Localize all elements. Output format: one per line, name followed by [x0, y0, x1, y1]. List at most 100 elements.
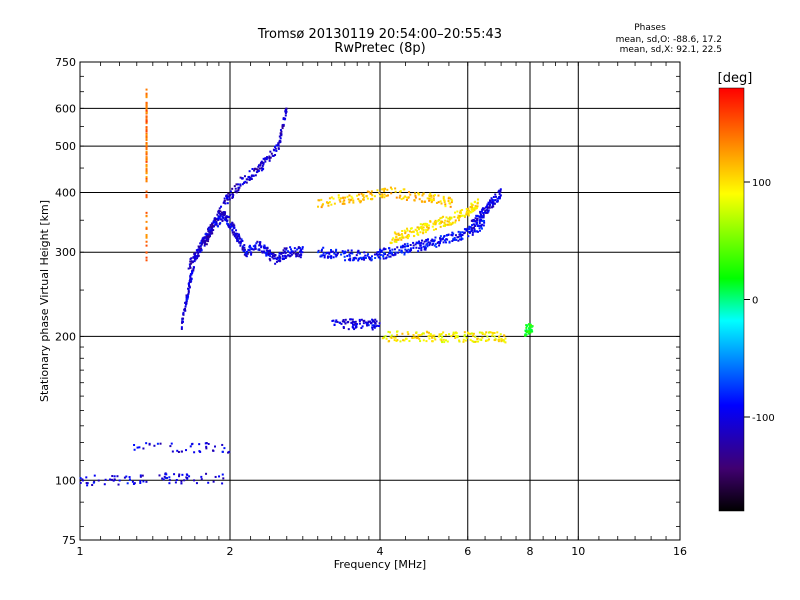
data-point	[213, 225, 216, 228]
data-point	[183, 479, 186, 482]
data-point	[341, 320, 344, 323]
data-point	[227, 225, 230, 228]
data-point	[434, 338, 437, 341]
data-point	[286, 250, 289, 253]
data-point	[234, 234, 237, 237]
data-point	[272, 154, 275, 157]
data-point	[373, 320, 376, 323]
data-point	[240, 240, 243, 243]
data-point	[348, 253, 351, 256]
data-point	[399, 194, 402, 197]
data-point	[433, 337, 436, 340]
data-point	[370, 258, 373, 261]
data-point	[455, 335, 458, 338]
data-point	[503, 334, 506, 337]
data-point	[235, 190, 238, 193]
data-point	[145, 143, 148, 146]
data-point	[409, 227, 412, 230]
data-point	[320, 248, 323, 251]
data-point	[250, 175, 253, 178]
data-point	[228, 450, 231, 453]
data-point	[284, 108, 287, 111]
data-point	[419, 334, 422, 337]
data-point	[438, 222, 441, 225]
data-point	[428, 197, 431, 200]
colorbar-ticks: 100 0 -100	[744, 178, 775, 424]
data-point	[259, 243, 262, 246]
data-point	[267, 254, 270, 257]
data-point	[477, 340, 480, 343]
data-point	[494, 199, 497, 202]
data-point	[153, 444, 156, 447]
data-point	[263, 158, 266, 161]
data-point	[192, 266, 195, 269]
data-point	[437, 194, 440, 197]
data-point	[528, 328, 531, 331]
data-point	[477, 198, 480, 201]
data-point	[215, 222, 218, 225]
data-point	[450, 335, 453, 338]
data-point	[370, 255, 373, 258]
data-point	[448, 333, 451, 336]
data-point	[342, 252, 345, 255]
data-point	[163, 475, 166, 478]
data-point	[145, 240, 148, 243]
data-point	[211, 225, 214, 228]
stats-heading: Phases	[634, 23, 666, 33]
data-point	[440, 202, 443, 205]
data-point	[369, 320, 372, 323]
data-point	[383, 247, 386, 250]
data-point	[375, 253, 378, 256]
data-point	[400, 198, 403, 201]
data-point	[423, 223, 426, 226]
data-point	[473, 228, 476, 231]
data-point	[356, 194, 359, 197]
data-point	[434, 222, 437, 225]
data-point	[278, 257, 281, 260]
data-point	[479, 338, 482, 341]
data-point	[118, 479, 121, 482]
data-point	[205, 243, 208, 246]
data-point	[368, 258, 371, 261]
data-point	[332, 256, 335, 259]
data-point	[450, 233, 453, 236]
y-axis-label: Stationary phase Virtual Height [km]	[38, 200, 51, 402]
data-point	[394, 190, 397, 193]
data-point	[145, 96, 148, 99]
data-point	[207, 226, 210, 229]
data-point	[433, 221, 436, 224]
data-point	[526, 324, 529, 327]
data-point	[189, 445, 192, 448]
data-point	[478, 215, 481, 218]
data-point	[252, 174, 255, 177]
data-point	[170, 442, 173, 445]
data-point	[418, 228, 421, 231]
data-point	[493, 335, 496, 338]
data-point	[384, 253, 387, 256]
data-point	[383, 189, 386, 192]
data-point	[223, 213, 226, 216]
data-point	[483, 211, 486, 214]
data-point	[274, 262, 277, 265]
data-point	[418, 337, 421, 340]
data-point	[288, 251, 291, 254]
data-point	[275, 149, 278, 152]
data-point	[193, 252, 196, 255]
data-point	[164, 476, 167, 479]
data-point	[433, 193, 436, 196]
data-point	[447, 223, 450, 226]
data-point	[381, 194, 384, 197]
data-point	[401, 229, 404, 232]
data-point	[438, 242, 441, 245]
data-point	[322, 254, 325, 257]
data-point	[268, 155, 271, 158]
data-point	[244, 180, 247, 183]
data-point	[180, 482, 183, 485]
data-point	[217, 211, 220, 214]
data-point	[452, 232, 455, 235]
data-point	[159, 442, 162, 445]
data-point	[454, 221, 457, 224]
data-point	[213, 220, 216, 223]
data-point	[436, 241, 439, 244]
data-point	[190, 277, 193, 280]
